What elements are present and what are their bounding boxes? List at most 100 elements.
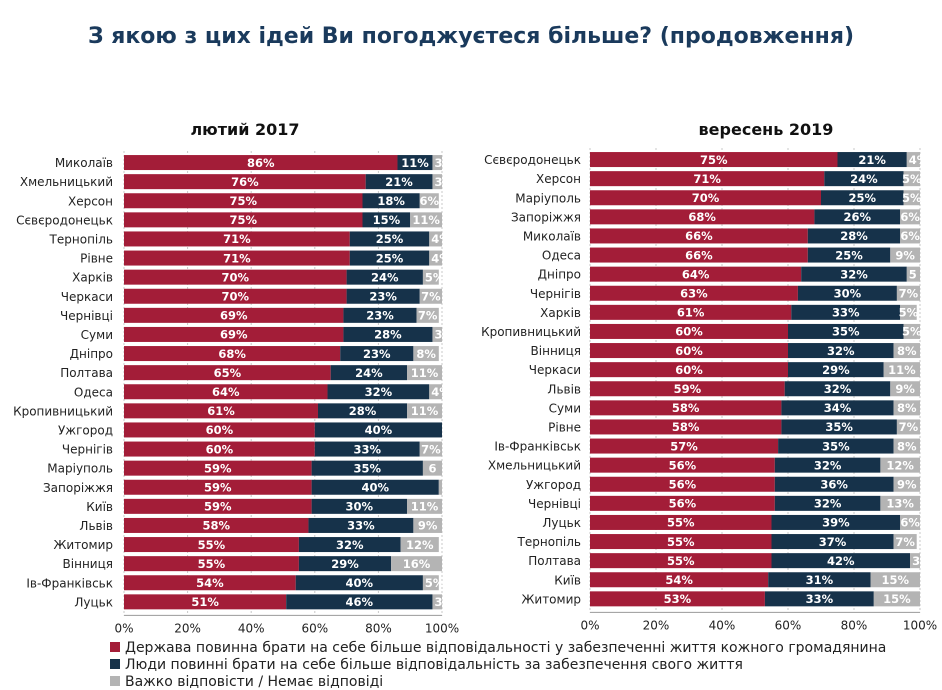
bar-segment (788, 323, 904, 339)
bar-segment (438, 479, 442, 495)
bar-segment (343, 326, 433, 342)
data-label: 6% (900, 516, 920, 530)
bar-segment (124, 155, 398, 171)
data-label: 69% (220, 309, 248, 323)
data-label: 3 (434, 175, 442, 189)
bar-segment (824, 171, 904, 187)
data-label: 5% (425, 576, 445, 590)
category-label: Дніпро (70, 347, 113, 361)
bar-segment (590, 514, 772, 530)
bar-segment (413, 346, 439, 362)
bar-segment (124, 384, 328, 400)
data-label: 25% (376, 232, 404, 246)
data-label: 55% (198, 557, 226, 571)
tick-label: 60% (301, 621, 328, 635)
data-label: 32% (840, 267, 868, 281)
bar-segment (314, 441, 420, 457)
bar-segment (124, 556, 299, 572)
data-label: 35% (822, 439, 850, 453)
bar-segment (311, 460, 423, 476)
data-label: 5% (902, 325, 922, 339)
data-label: 11% (411, 500, 439, 514)
data-label: 12% (406, 538, 434, 552)
data-label: 55% (667, 516, 695, 530)
data-label: 23% (366, 309, 394, 323)
data-label: 60% (675, 344, 703, 358)
category-label: Суми (81, 328, 113, 342)
bar-segment (413, 517, 442, 533)
bar-segment (429, 231, 442, 247)
bar-segment (910, 553, 920, 569)
bar-segment (124, 479, 312, 495)
data-label: 61% (207, 404, 235, 418)
data-label: 25% (848, 191, 876, 205)
data-label: 29% (822, 363, 850, 377)
bar-segment (124, 250, 350, 266)
data-label: 53% (664, 592, 692, 606)
category-label: Ів-Франківськ (494, 440, 581, 454)
data-label: 66% (685, 229, 713, 243)
category-label: Запоріжжя (511, 210, 581, 224)
bar-segment (797, 285, 897, 301)
bar-segment (890, 381, 920, 397)
bar-segment (880, 495, 920, 511)
bar-segment (590, 400, 782, 416)
data-label: 35% (825, 420, 853, 434)
data-label: 32% (814, 458, 842, 472)
bar-segment (365, 174, 433, 190)
data-label: 40% (365, 423, 393, 437)
bar-segment (590, 476, 775, 492)
category-label: Дніпро (538, 268, 581, 282)
bar-segment (419, 193, 439, 209)
bar-segment (590, 553, 772, 569)
bar-segment (432, 326, 442, 342)
data-label: 7% (421, 442, 441, 456)
bar-segment (896, 285, 920, 301)
category-label: Рівне (548, 420, 581, 434)
data-label: 63% (680, 286, 708, 300)
category-label: Одеса (542, 249, 581, 263)
data-label: 35% (832, 325, 860, 339)
data-label: 4% (431, 251, 451, 265)
category-label: Запоріжжя (43, 481, 113, 495)
bar-segment (883, 362, 920, 378)
bar-segment (590, 152, 838, 168)
data-label: 6 (428, 461, 436, 475)
bar-segment (771, 553, 911, 569)
category-label: Харків (72, 271, 113, 285)
bar-segment (590, 323, 788, 339)
data-label: 3% (434, 156, 454, 170)
category-label: Вінниця (531, 344, 581, 358)
data-label: 60% (675, 325, 703, 339)
bar-segment (330, 365, 408, 381)
data-label: 70% (692, 191, 720, 205)
data-label: 15% (373, 213, 401, 227)
category-label: Ужгород (58, 423, 113, 437)
bar-segment (590, 419, 782, 435)
bar-segment (314, 422, 442, 438)
data-label: 54% (196, 576, 224, 590)
category-label: Рівне (80, 252, 113, 266)
data-label: 11% (888, 363, 916, 377)
data-label: 5 (909, 267, 917, 281)
data-label: 3 (434, 328, 442, 342)
bar-segment (298, 537, 401, 553)
bar-segment (419, 441, 442, 457)
data-label: 8% (897, 439, 917, 453)
data-label: 64% (212, 385, 240, 399)
bar-segment (801, 266, 907, 282)
tick-label: 20% (643, 618, 670, 632)
bar-segment (422, 575, 439, 591)
panel-title: вересень 2019 (699, 120, 834, 139)
data-label: 6% (420, 194, 440, 208)
legend-swatch-navy (110, 659, 120, 669)
category-label: Полтава (528, 554, 581, 568)
data-label: 24% (355, 366, 383, 380)
bar-segment (397, 155, 433, 171)
bar-segment (317, 403, 408, 419)
bar-segment (429, 250, 442, 266)
data-label: 12% (886, 458, 914, 472)
data-label: 24% (850, 172, 878, 186)
tick-label: 0% (114, 621, 133, 635)
data-label: 75% (700, 153, 728, 167)
